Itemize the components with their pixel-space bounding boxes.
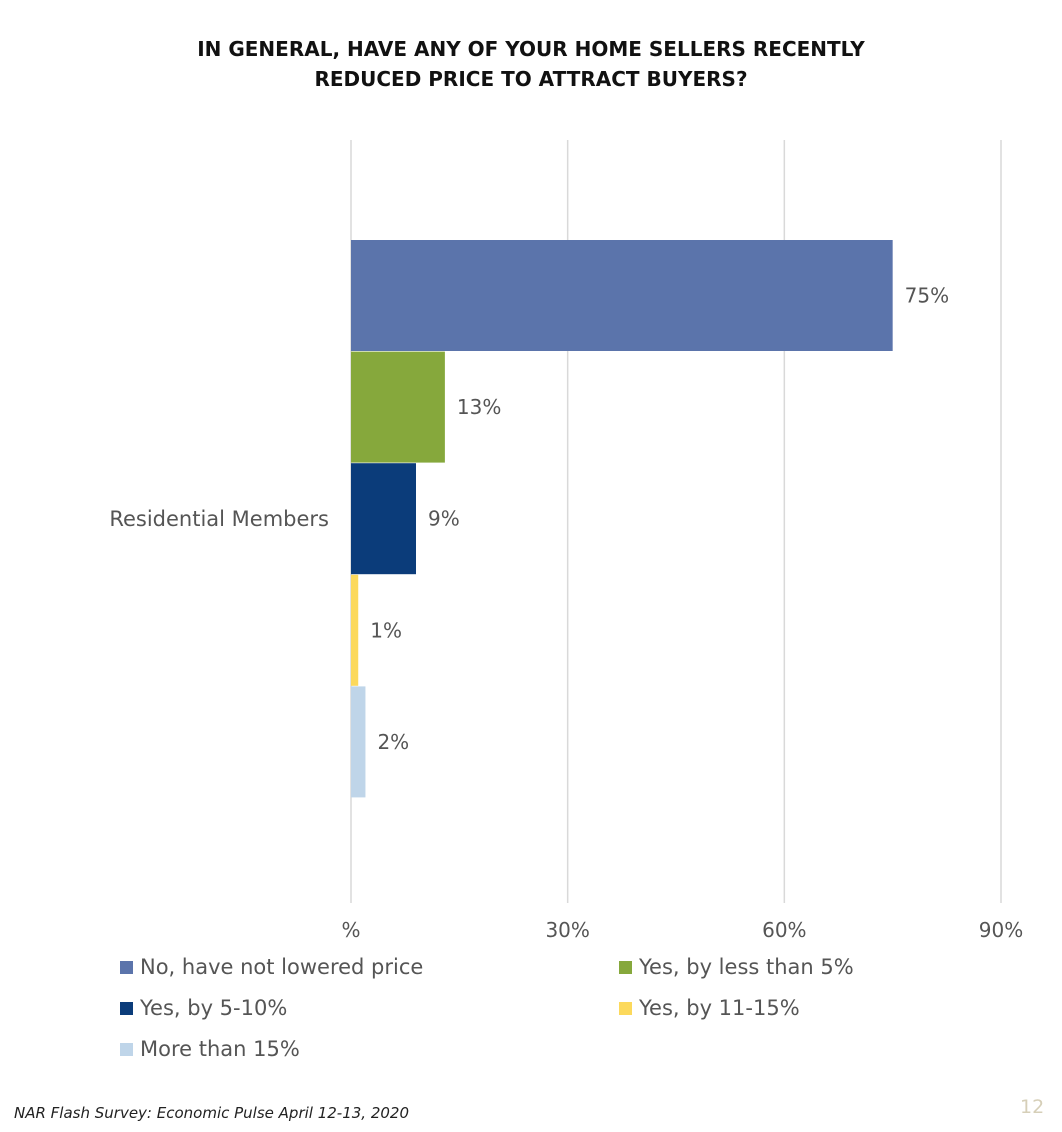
data-label-2: 13% <box>457 395 501 419</box>
bar-1 <box>351 240 893 351</box>
legend-label-less-than-5: Yes, by less than 5% <box>639 955 854 979</box>
data-label-3: 9% <box>428 507 460 531</box>
legend-swatch-more-than-15 <box>120 1042 133 1056</box>
bar-2 <box>351 351 445 463</box>
data-label-5: 2% <box>377 730 409 754</box>
legend-item-more-than-15: More than 15% <box>120 1034 300 1064</box>
chart-title-line-1: IN GENERAL, HAVE ANY OF YOUR HOME SELLER… <box>197 37 865 61</box>
bars <box>351 240 893 798</box>
x-tick-label-90: 90% <box>979 918 1023 942</box>
legend-swatch-less-than-5 <box>619 960 632 974</box>
data-labels: 75% 13% 9% 1% 2% <box>370 284 949 754</box>
legend-item-less-than-5: Yes, by less than 5% <box>619 952 854 982</box>
legend-label-no-lowered: No, have not lowered price <box>140 955 424 979</box>
bar-chart: 75% 13% 9% 1% 2% % 30% 60% 90% Residential Memb… <box>109 140 1023 942</box>
legend-swatch-5-10 <box>120 1001 133 1015</box>
x-tick-label-60: 60% <box>762 918 806 942</box>
legend-item-5-10: Yes, by 5-10% <box>120 993 287 1023</box>
x-tick-label-30: 30% <box>545 918 589 942</box>
chart-title: IN GENERAL, HAVE ANY OF YOUR HOME SELLER… <box>0 34 1062 94</box>
category-label-1: Residential Members <box>109 507 329 531</box>
legend-label-11-15: Yes, by 11-15% <box>639 996 800 1020</box>
y-axis-category-labels: Residential Members <box>109 507 329 531</box>
x-tick-label-0: % <box>341 918 360 942</box>
source-note: NAR Flash Survey: Economic Pulse April 1… <box>14 1104 410 1122</box>
legend-swatch-11-15 <box>619 1001 632 1015</box>
legend-label-more-than-15: More than 15% <box>140 1037 300 1061</box>
x-axis-tick-labels: % 30% 60% 90% <box>341 918 1023 942</box>
page-number: 12 <box>1020 1096 1045 1118</box>
legend-swatch-no-lowered <box>120 960 133 974</box>
legend-item-11-15: Yes, by 11-15% <box>619 993 800 1023</box>
chart-title-line-2: REDUCED PRICE TO ATTRACT BUYERS? <box>314 67 748 91</box>
bar-4 <box>351 574 359 686</box>
bar-3 <box>351 463 416 575</box>
legend-item-no-lowered: No, have not lowered price <box>120 952 423 982</box>
data-label-4: 1% <box>370 618 402 642</box>
data-label-1: 75% <box>905 284 949 308</box>
legend-label-5-10: Yes, by 5-10% <box>140 996 288 1020</box>
bar-5 <box>351 686 366 798</box>
